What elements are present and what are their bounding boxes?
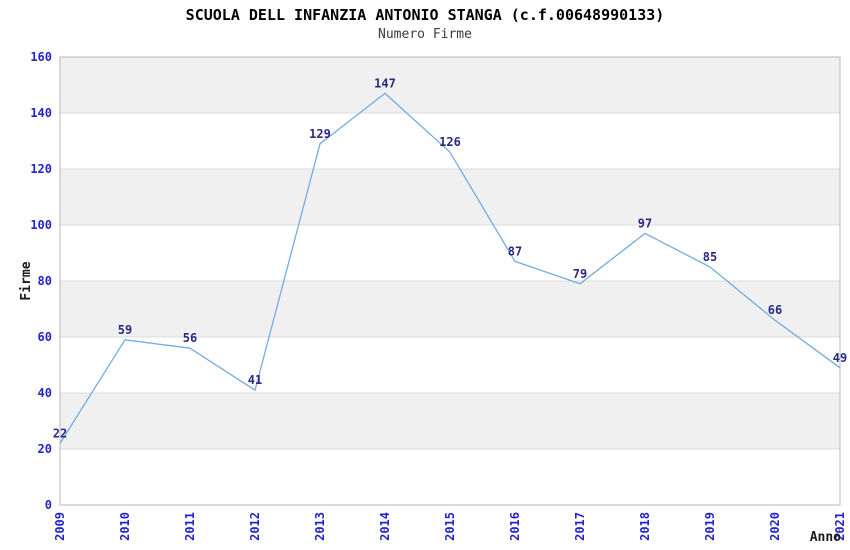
x-tick-label: 2015 xyxy=(443,512,457,541)
plot-band xyxy=(60,393,840,449)
x-tick-label: 2014 xyxy=(378,512,392,541)
plot-band xyxy=(60,225,840,281)
x-tick-label: 2019 xyxy=(703,512,717,541)
data-point-label: 49 xyxy=(833,351,847,365)
plot-band xyxy=(60,113,840,169)
x-tick-label: 2013 xyxy=(313,512,327,541)
x-tick-label: 2009 xyxy=(53,512,67,541)
plot-band xyxy=(60,449,840,505)
data-point-label: 66 xyxy=(768,303,782,317)
data-point-label: 56 xyxy=(183,331,197,345)
data-point-label: 87 xyxy=(508,244,522,258)
chart-subtitle: Numero Firme xyxy=(378,27,472,42)
y-tick-label: 60 xyxy=(38,330,52,344)
plot-band xyxy=(60,281,840,337)
x-tick-label: 2020 xyxy=(768,512,782,541)
y-tick-label: 160 xyxy=(30,50,52,64)
plot-band xyxy=(60,169,840,225)
plot-band xyxy=(60,337,840,393)
x-tick-label: 2021 xyxy=(833,512,847,541)
data-point-label: 129 xyxy=(309,127,331,141)
data-point-label: 59 xyxy=(118,323,132,337)
y-tick-label: 40 xyxy=(38,386,52,400)
data-point-label: 22 xyxy=(53,426,67,440)
data-point-label: 147 xyxy=(374,76,396,90)
x-tick-label: 2010 xyxy=(118,512,132,541)
y-tick-label: 140 xyxy=(30,106,52,120)
x-tick-label: 2017 xyxy=(573,512,587,541)
y-tick-label: 100 xyxy=(30,218,52,232)
data-point-label: 97 xyxy=(638,216,652,230)
plot-border xyxy=(59,56,841,506)
data-line xyxy=(59,92,841,444)
data-point-label: 79 xyxy=(573,267,587,281)
data-point-label: 126 xyxy=(439,135,461,149)
x-tick-label: 2011 xyxy=(183,512,197,541)
data-point-label: 41 xyxy=(248,373,262,387)
y-tick-label: 0 xyxy=(45,498,52,512)
y-tick-label: 80 xyxy=(38,274,52,288)
data-point-label: 85 xyxy=(703,250,717,264)
plot-band xyxy=(60,57,840,113)
y-axis-title: Firme xyxy=(19,261,34,300)
x-axis-title: Anno xyxy=(810,530,841,545)
x-tick-label: 2016 xyxy=(508,512,522,541)
x-tick-label: 2012 xyxy=(248,512,262,541)
y-tick-label: 20 xyxy=(38,442,52,456)
chart-title: SCUOLA DELL INFANZIA ANTONIO STANGA (c.f… xyxy=(185,6,665,24)
x-tick-label: 2018 xyxy=(638,512,652,541)
y-tick-label: 120 xyxy=(30,162,52,176)
